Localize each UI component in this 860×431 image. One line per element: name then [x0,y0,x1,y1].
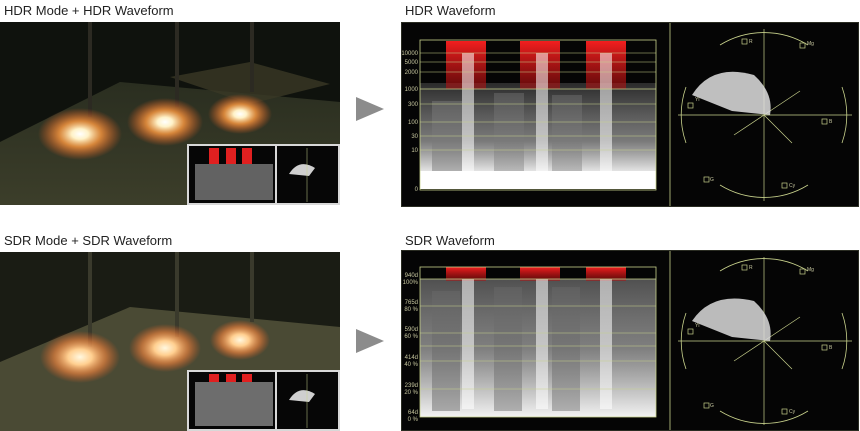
sdr-scale-pct: 80 % [404,307,418,313]
hdr-waveform-caption: HDR Waveform [405,3,496,18]
sdr-mode-caption: SDR Mode + SDR Waveform [4,233,173,248]
hdr-arrow-icon [356,97,384,121]
hdr-scale-label: 5000 [405,60,419,66]
sdr-arrow-icon [356,329,384,353]
sdr-scale-code: 64d [408,410,418,416]
hdr-scale-label: 0 [415,187,419,193]
hdr-scale-label: 10000 [402,51,419,57]
sdr-scale-code: 765d [405,300,418,306]
sdr-waveform-caption: SDR Waveform [405,233,495,248]
vectorscope-label: Mg [807,41,814,47]
hdr-scale-label: 100 [408,120,419,126]
sdr-vectorscope: R Mg Yl B G Cy [678,257,852,425]
vectorscope-label: Cy [789,409,796,415]
sdr-waveform-scope: 940d 100% 765d 80 % 590d 60 % 414d 40 % … [402,251,858,430]
hdr-scale-label: 1000 [405,87,419,93]
vectorscope-label: Yl [695,97,699,103]
sdr-scale-code: 414d [405,355,418,361]
vectorscope-label: R [749,39,753,45]
vectorscope-label: Yl [695,323,699,329]
hdr-waveform-scope: 10000 5000 2000 1000 300 100 30 10 0 [402,23,858,206]
hdr-mode-caption: HDR Mode + HDR Waveform [4,3,174,18]
hdr-scale-label: 10 [411,148,418,154]
hdr-scale-label: 30 [411,134,418,140]
sdr-inset-monitor [187,370,340,431]
vectorscope-label: B [829,119,833,125]
hdr-mode-photo [0,22,340,205]
vectorscope-label: R [749,265,753,271]
hdr-waveform-monitor: 10000 5000 2000 1000 300 100 30 10 0 [401,22,859,207]
sdr-scale-pct: 20 % [404,390,418,396]
sdr-scale-pct: 40 % [404,362,418,368]
sdr-scale-pct: 0 % [408,417,419,423]
sdr-scale-code: 590d [405,327,418,333]
hdr-scale-label: 300 [408,102,419,108]
hdr-inset-monitor [187,144,340,205]
sdr-mode-photo [0,252,340,431]
sdr-waveform-monitor: 940d 100% 765d 80 % 590d 60 % 414d 40 % … [401,250,859,431]
sdr-scale-pct: 60 % [404,334,418,340]
hdr-vectorscope: R Mg Yl B G Cy [678,29,852,201]
vectorscope-label: G [710,177,714,183]
vectorscope-label: Mg [807,267,814,273]
vectorscope-label: G [710,403,714,409]
sdr-scale-code: 940d [405,273,418,279]
sdr-scale-pct: 100% [403,280,419,286]
sdr-scale-code: 239d [405,383,418,389]
vectorscope-label: Cy [789,183,796,189]
hdr-scale-label: 2000 [405,70,419,76]
vectorscope-label: B [829,345,833,351]
